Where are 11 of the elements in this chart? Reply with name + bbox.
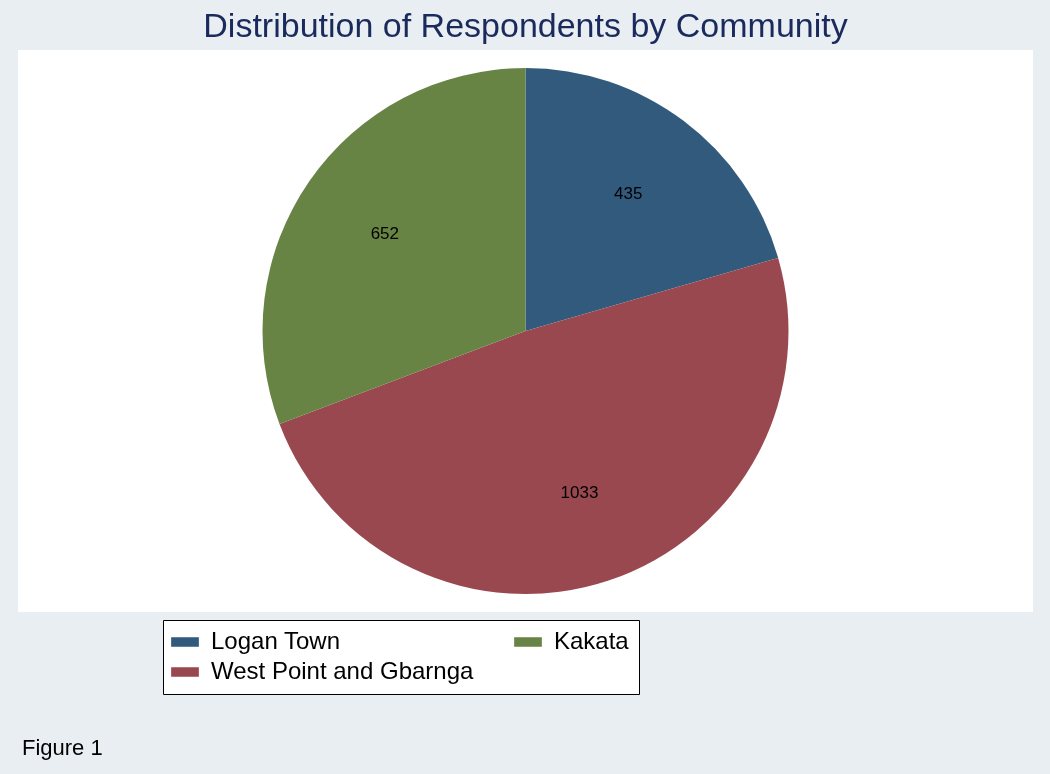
data-label: 435 — [614, 184, 643, 204]
pie-slice — [262, 68, 526, 425]
legend-label: West Point and Gbarnga — [211, 657, 475, 684]
chart-title: Distribution of Respondents by Community — [203, 6, 848, 44]
pie-slice — [525, 68, 779, 331]
data-label: 1033 — [560, 483, 599, 503]
pie-slice — [279, 257, 789, 594]
legend-label: Logan Town — [211, 627, 340, 654]
caption: Figure 1 — [22, 735, 103, 761]
legend-label: Kakata — [554, 627, 630, 654]
data-label: 652 — [370, 223, 400, 243]
